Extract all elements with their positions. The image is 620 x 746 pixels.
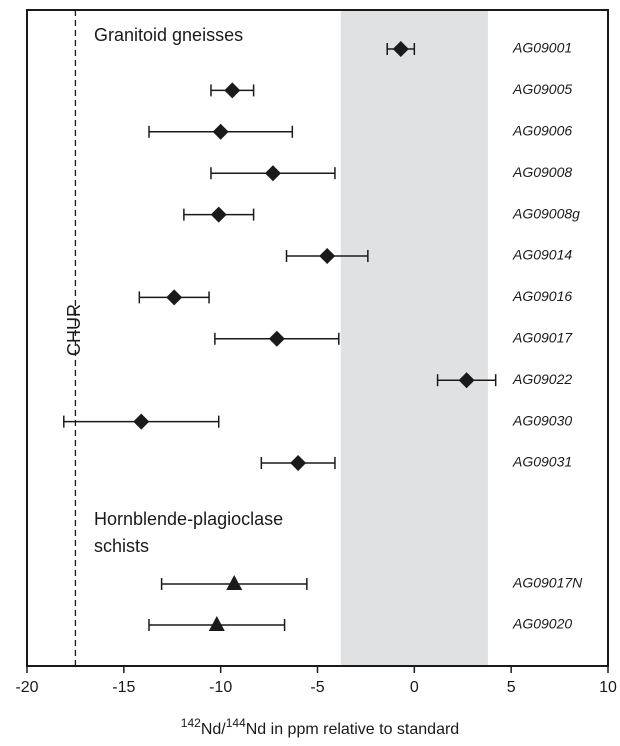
category-label: AG09008 bbox=[512, 164, 572, 180]
x-label-part: Nd in ppm relative to standard bbox=[246, 721, 459, 738]
category-label: AG09017 bbox=[512, 330, 573, 346]
category-label: AG09030 bbox=[512, 412, 572, 428]
data-point bbox=[148, 123, 294, 140]
data-point bbox=[214, 330, 340, 347]
marker bbox=[226, 575, 243, 590]
category-label: AG09017N bbox=[512, 575, 583, 591]
group-label: schists bbox=[94, 536, 149, 556]
marker bbox=[392, 41, 409, 57]
marker bbox=[319, 248, 336, 264]
data-point bbox=[436, 372, 497, 389]
data-point bbox=[285, 248, 369, 264]
marker bbox=[166, 289, 183, 306]
marker bbox=[133, 413, 150, 430]
shaded-band bbox=[340, 10, 488, 666]
x-label-sup: 144 bbox=[226, 716, 246, 730]
data-point bbox=[183, 206, 255, 223]
x-tick-label: -20 bbox=[15, 679, 38, 696]
data-point bbox=[160, 575, 308, 590]
data-point bbox=[210, 165, 336, 182]
marker bbox=[268, 330, 285, 347]
marker bbox=[458, 372, 475, 389]
x-axis-label: 142Nd/144Nd in ppm relative to standard bbox=[181, 716, 459, 738]
data-point bbox=[138, 289, 210, 306]
x-tick-label: 10 bbox=[599, 679, 617, 696]
marker bbox=[290, 455, 307, 471]
x-tick-label: -10 bbox=[209, 679, 232, 696]
category-label: AG09008g bbox=[512, 205, 580, 221]
data-point bbox=[210, 82, 255, 99]
category-label: AG09014 bbox=[512, 247, 572, 263]
group-label: Hornblende-plagioclase bbox=[94, 509, 283, 529]
x-tick-label: 0 bbox=[410, 679, 419, 696]
marker bbox=[212, 123, 229, 140]
data-point bbox=[148, 616, 286, 631]
category-label: AG09016 bbox=[512, 288, 572, 304]
x-tick-label: 5 bbox=[507, 679, 516, 696]
category-label: AG09005 bbox=[512, 81, 572, 97]
x-tick-label: -5 bbox=[310, 679, 324, 696]
reference-label: CHUR bbox=[64, 304, 84, 356]
group-label: Granitoid gneisses bbox=[94, 25, 243, 45]
category-label: AG09031 bbox=[512, 454, 572, 470]
category-label: AG09006 bbox=[512, 123, 572, 139]
data-point bbox=[260, 455, 336, 471]
x-tick-label: -15 bbox=[112, 679, 135, 696]
x-label-part: Nd/ bbox=[201, 721, 226, 738]
category-label: AG09020 bbox=[512, 616, 572, 632]
marker bbox=[208, 616, 225, 631]
marker bbox=[210, 206, 227, 223]
x-label-sup: 142 bbox=[181, 716, 201, 730]
marker bbox=[224, 82, 241, 99]
category-label: AG09022 bbox=[512, 371, 572, 387]
category-label: AG09001 bbox=[512, 40, 572, 56]
data-point bbox=[386, 41, 416, 57]
data-point bbox=[63, 413, 220, 430]
marker bbox=[264, 165, 281, 182]
